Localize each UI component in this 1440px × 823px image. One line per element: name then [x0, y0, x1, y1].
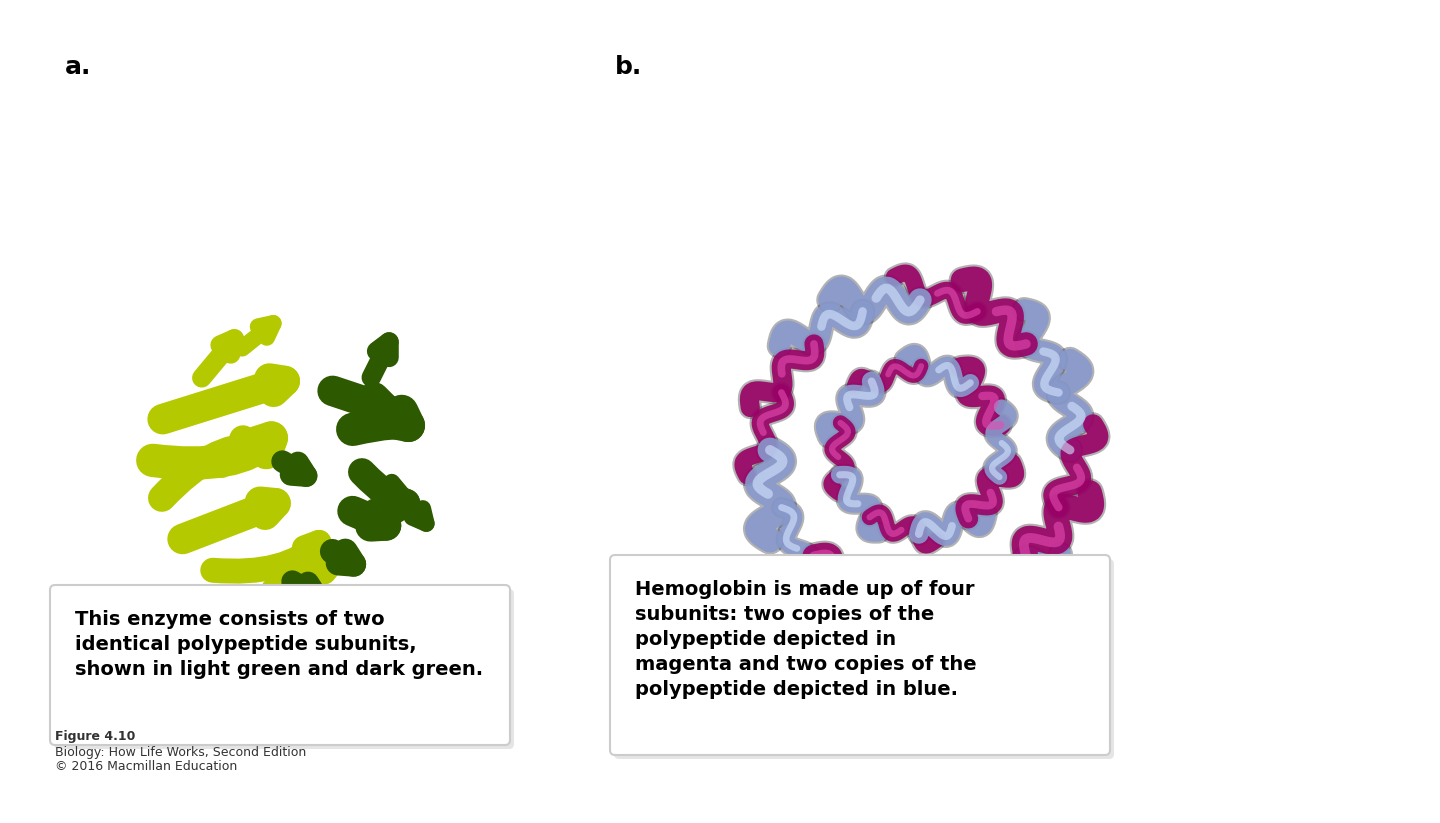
- Text: a.: a.: [65, 55, 91, 79]
- Text: This enzyme consists of two
identical polypeptide subunits,
shown in light green: This enzyme consists of two identical po…: [75, 610, 484, 679]
- Text: © 2016 Macmillan Education: © 2016 Macmillan Education: [55, 760, 238, 773]
- Text: b.: b.: [615, 55, 642, 79]
- FancyBboxPatch shape: [50, 585, 510, 745]
- Text: Figure 4.10: Figure 4.10: [55, 730, 135, 743]
- FancyBboxPatch shape: [55, 589, 514, 749]
- Text: Hemoglobin is made up of four
subunits: two copies of the
polypeptide depicted i: Hemoglobin is made up of four subunits: …: [635, 580, 976, 699]
- FancyBboxPatch shape: [613, 559, 1115, 759]
- FancyBboxPatch shape: [611, 555, 1110, 755]
- Text: Biology: How Life Works, Second Edition: Biology: How Life Works, Second Edition: [55, 746, 307, 759]
